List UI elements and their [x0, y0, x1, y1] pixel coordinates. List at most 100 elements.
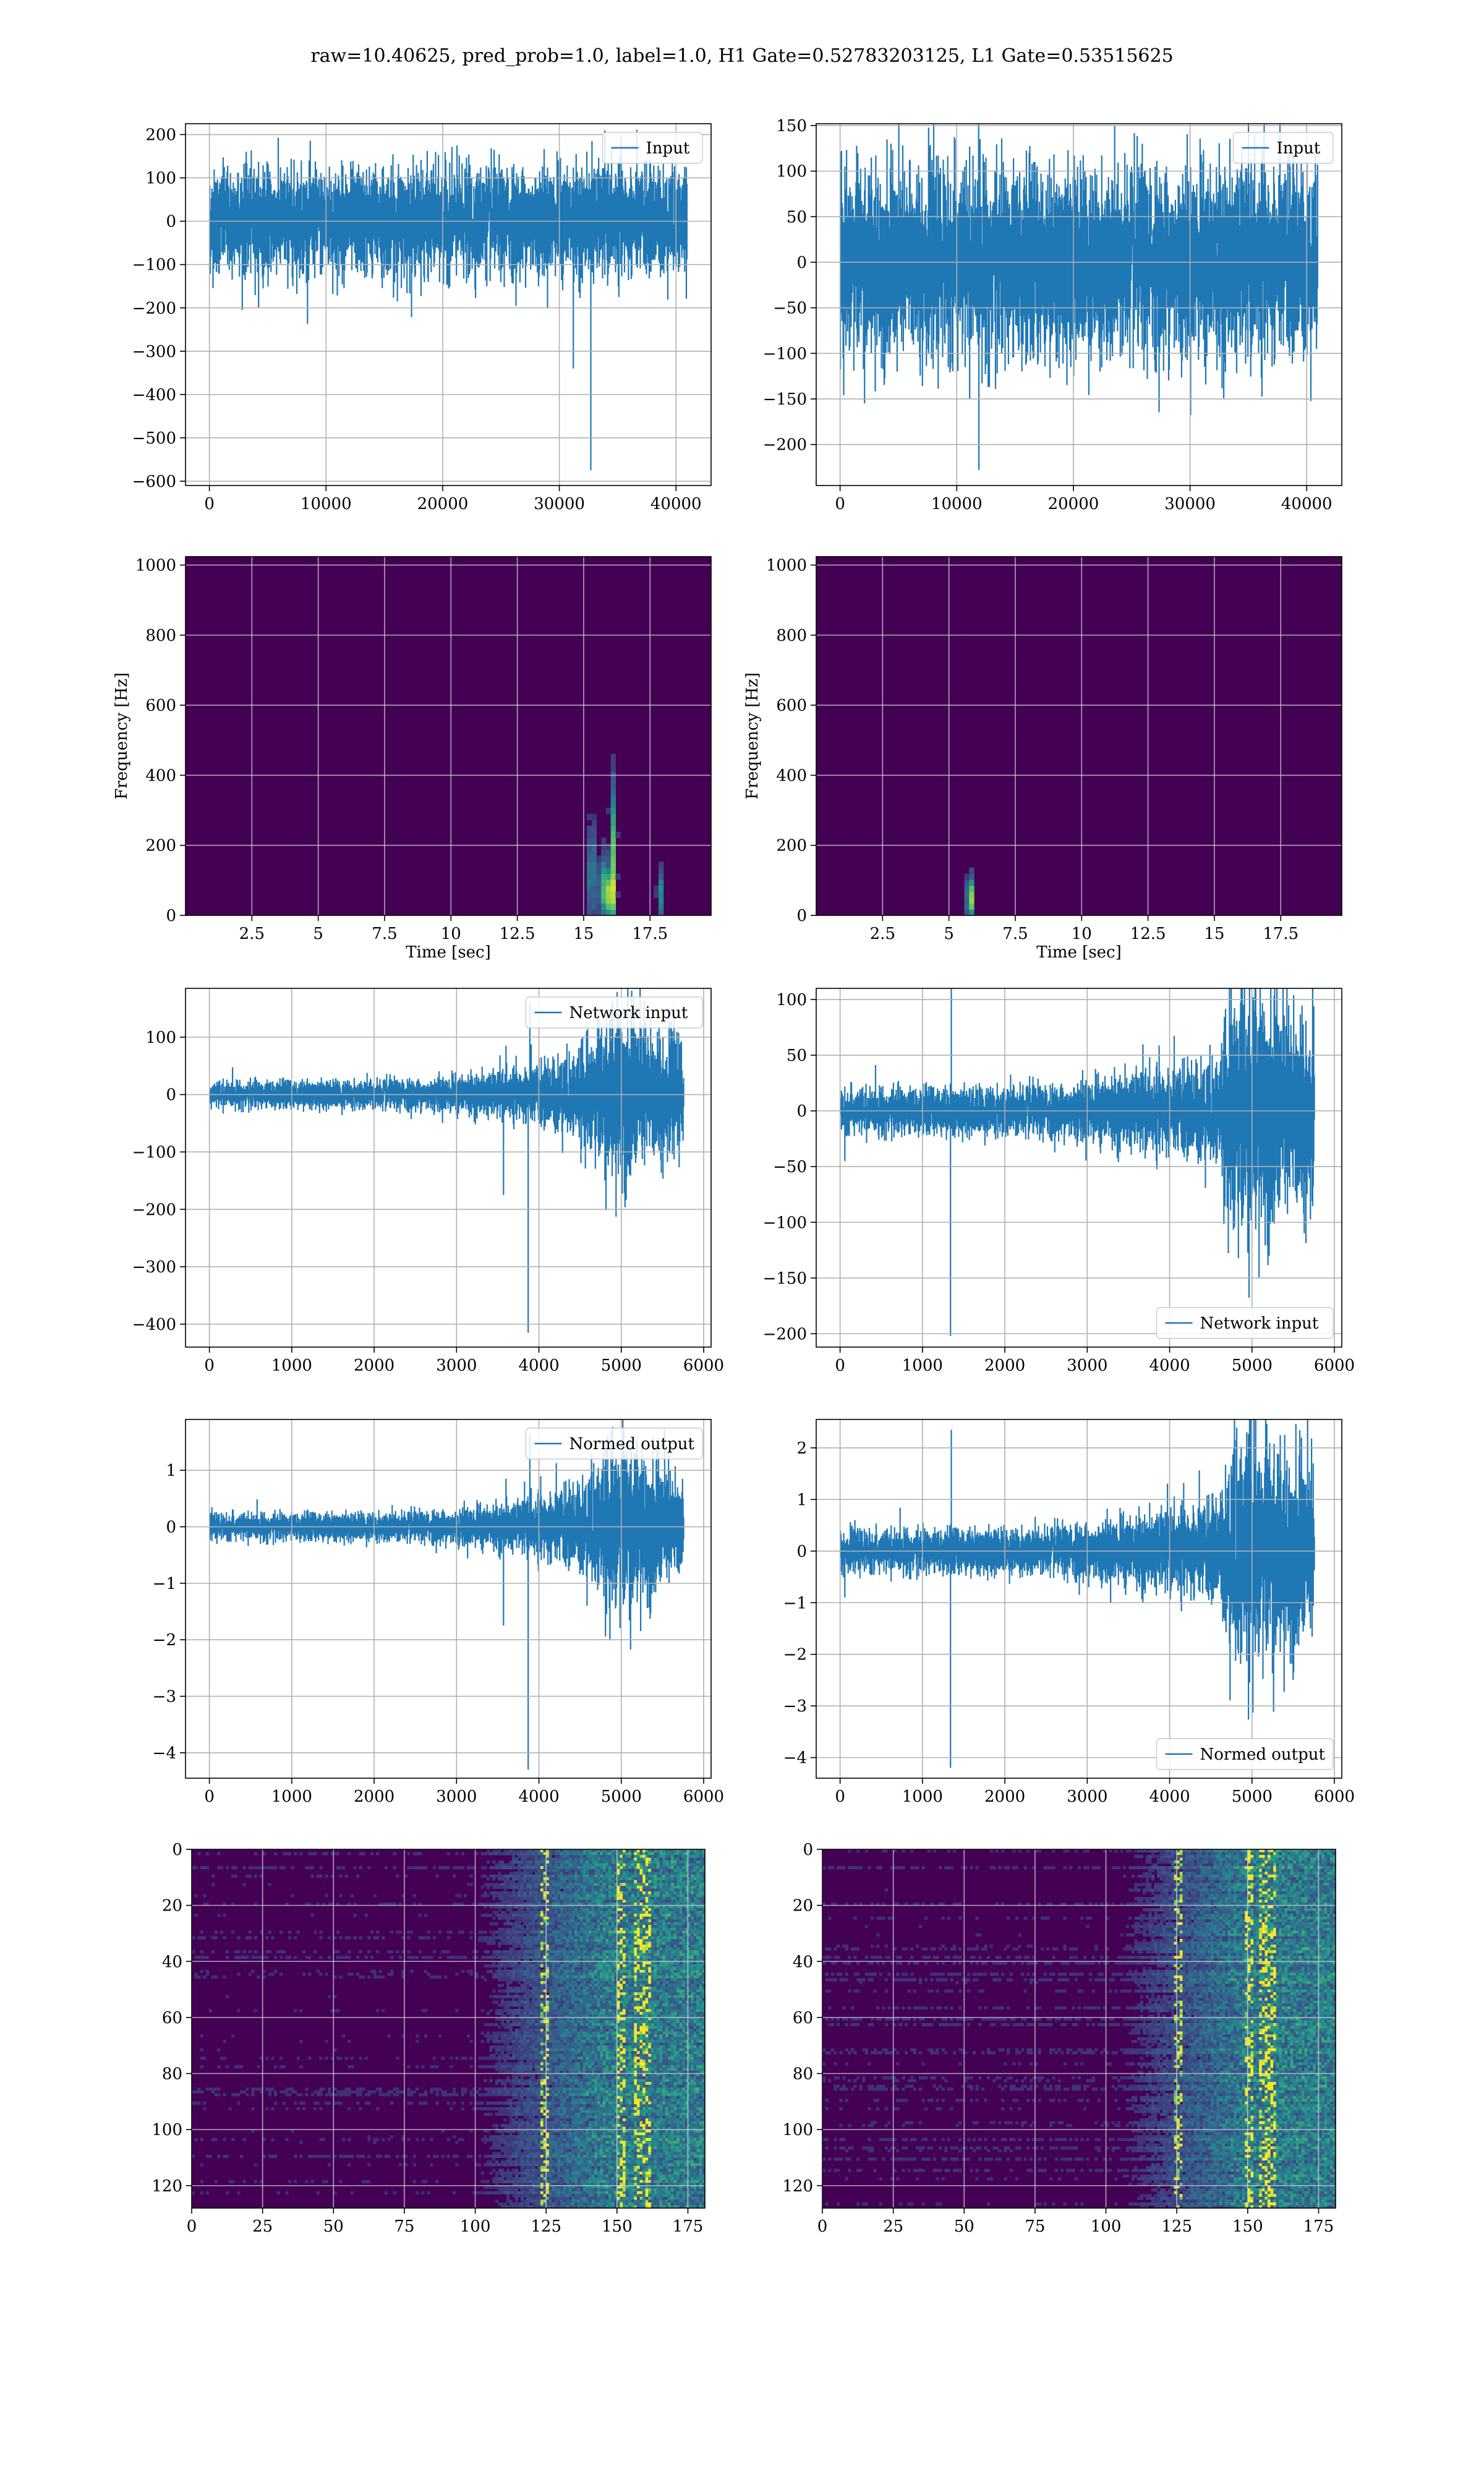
- legend-entry-label: Network input: [569, 1004, 688, 1022]
- heatmap-cell: [245, 1874, 249, 1878]
- heatmap-cell: [342, 1866, 346, 1870]
- heatmap-cell: [350, 1972, 354, 1976]
- heatmap-cell: [650, 1894, 655, 1898]
- heatmap-cell: [552, 1866, 555, 1870]
- heatmap-cell: [548, 1911, 552, 1914]
- heatmap-cell: [673, 1857, 677, 1861]
- heatmap-cell: [634, 1857, 638, 1861]
- heatmap-cell: [336, 1852, 340, 1856]
- heatmap-cell: [639, 1888, 643, 1892]
- heatmap-cell: [693, 1941, 697, 1945]
- heatmap-cell: [665, 1998, 668, 2001]
- heatmap-cell: [676, 1868, 680, 1872]
- l1-input-grid: [816, 124, 1342, 486]
- heatmap-cell: [546, 1866, 550, 1870]
- heatmap-cell: [659, 867, 664, 874]
- heatmap-cell: [671, 1919, 675, 1923]
- heatmap-cell: [654, 1953, 657, 1956]
- heatmap-cell: [537, 1945, 541, 1948]
- legend-entry-label: Network input: [1200, 1314, 1319, 1333]
- heatmap-cell: [568, 1947, 573, 1951]
- heatmap-cell: [529, 1956, 532, 1959]
- heatmap-cell: [597, 1866, 600, 1870]
- heatmap-cell: [702, 1925, 705, 1928]
- heatmap-cell: [589, 1857, 592, 1861]
- heatmap-cell: [532, 1855, 535, 1859]
- heatmap-cell: [614, 1916, 618, 1920]
- heatmap-cell: [577, 1880, 581, 1883]
- heatmap-cell: [620, 1987, 623, 1990]
- heatmap-cell: [582, 2003, 586, 2007]
- heatmap-cell: [520, 1860, 524, 1864]
- heatmap-cell: [514, 1930, 518, 1934]
- heatmap-cell: [610, 897, 616, 904]
- heatmap-cell: [679, 1969, 683, 1973]
- heatmap-cell: [589, 1919, 592, 1923]
- heatmap-cell: [671, 1927, 675, 1931]
- heatmap-cell: [594, 1919, 598, 1923]
- heatmap-cell: [498, 1903, 501, 1906]
- heatmap-cell: [682, 1972, 686, 1976]
- heatmap-cell: [623, 1863, 626, 1867]
- heatmap-cell: [688, 1967, 691, 1971]
- heatmap-cell: [614, 1945, 618, 1948]
- heatmap-cell: [348, 1903, 351, 1906]
- heatmap-cell: [560, 1927, 564, 1931]
- heatmap-cell: [608, 1919, 612, 1923]
- heatmap-cell: [475, 1975, 479, 1979]
- heatmap-cell: [591, 1860, 595, 1864]
- heatmap-cell: [620, 1852, 623, 1856]
- h1-input-grid: [186, 124, 711, 486]
- heatmap-cell: [693, 1880, 697, 1883]
- heatmap-cell: [552, 1922, 555, 1925]
- heatmap-cell: [657, 1855, 660, 1859]
- heatmap-cell: [620, 1863, 623, 1867]
- heatmap-cell: [563, 1922, 566, 1925]
- heatmap-cell: [639, 1995, 643, 1998]
- heatmap-cell: [589, 1933, 592, 1937]
- heatmap-cell: [699, 1903, 702, 1906]
- heatmap-cell: [217, 1852, 221, 1856]
- heatmap-cell: [503, 1956, 507, 1959]
- heatmap-cell: [557, 1894, 561, 1898]
- heatmap-cell: [682, 1945, 686, 1948]
- heatmap-cell: [534, 1978, 539, 1982]
- heatmap-cell: [601, 885, 607, 892]
- heatmap-cell: [620, 1911, 623, 1914]
- heatmap-cell: [659, 1866, 663, 1870]
- heatmap-cell: [577, 1969, 581, 1973]
- heatmap-cell: [679, 1967, 683, 1971]
- heatmap-cell: [639, 1914, 643, 1917]
- heatmap-cell: [529, 1874, 532, 1878]
- heatmap-cell: [526, 1978, 530, 1982]
- heatmap-cell: [498, 1975, 501, 1979]
- heatmap-cell: [555, 1863, 558, 1867]
- heatmap-cell: [702, 1927, 705, 1931]
- heatmap-cell: [654, 1964, 657, 1967]
- heatmap-cell: [608, 1933, 612, 1937]
- heatmap-cell: [600, 1961, 603, 1965]
- heatmap-cell: [665, 1916, 668, 1920]
- heatmap-cell: [693, 1998, 697, 2001]
- heatmap-cell: [625, 1981, 629, 1985]
- heatmap-cell: [696, 1941, 700, 1945]
- x-tick-label: 6000: [683, 1356, 724, 1375]
- heatmap-cell: [546, 1916, 550, 1920]
- heatmap-cell: [611, 1903, 615, 1906]
- heatmap-cell: [523, 1916, 527, 1920]
- heatmap-cell: [571, 1899, 575, 1903]
- heatmap-cell: [654, 1894, 657, 1898]
- heatmap-cell: [659, 1855, 663, 1859]
- heatmap-cell: [546, 1972, 550, 1976]
- heatmap-cell: [529, 1941, 532, 1945]
- heatmap-cell: [648, 1877, 652, 1881]
- heatmap-cell: [532, 1945, 535, 1948]
- heatmap-cell: [665, 1995, 668, 1998]
- heatmap-cell: [260, 1930, 263, 1934]
- heatmap-cell: [639, 1936, 643, 1940]
- heatmap-cell: [623, 1953, 626, 1956]
- heatmap-cell: [699, 1950, 702, 1954]
- heatmap-cell: [586, 1933, 589, 1937]
- heatmap-cell: [691, 1880, 694, 1883]
- heatmap-cell: [600, 1950, 603, 1954]
